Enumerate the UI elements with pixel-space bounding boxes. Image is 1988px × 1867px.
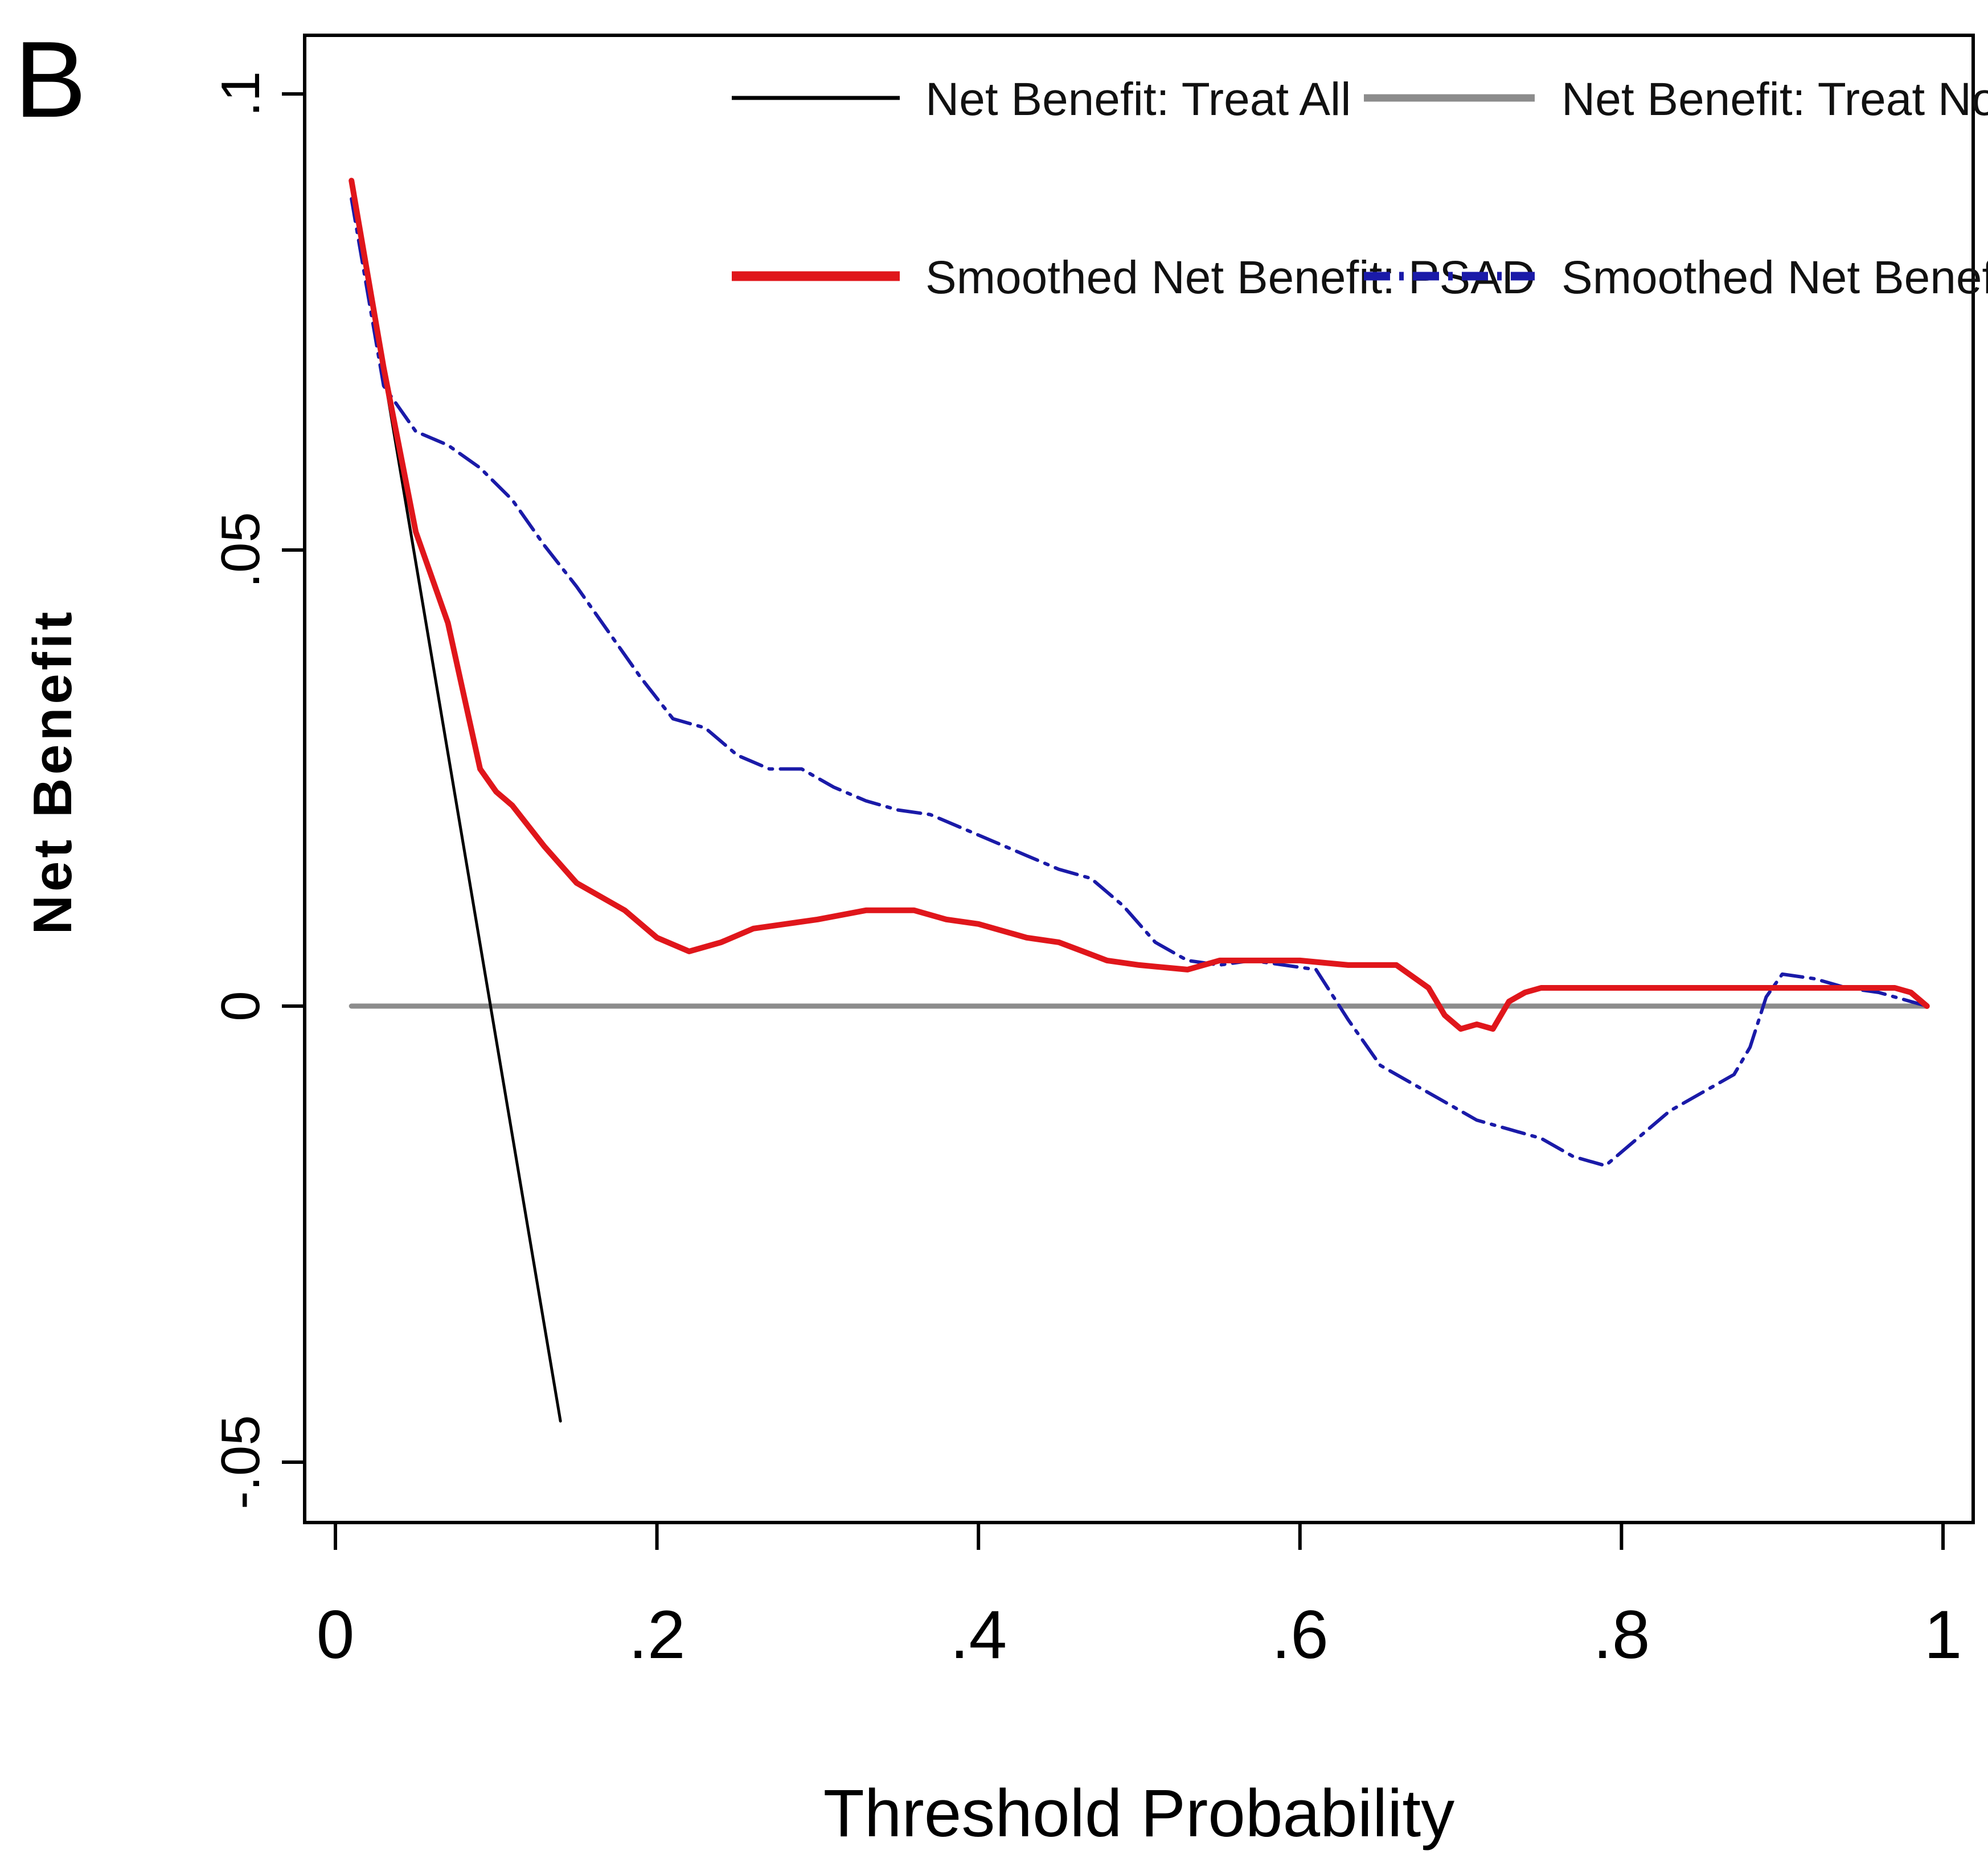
legend: Net Benefit: Treat All Net Benefit: Trea… — [732, 73, 1988, 303]
series-model-line — [350, 197, 1929, 1168]
x-axis-title: Threshold Probability — [823, 1776, 1454, 1851]
x-tick-label: .4 — [950, 1597, 1007, 1673]
legend-label-model: Smoothed Net Benefit: Model — [1561, 252, 1988, 303]
x-tick-label: .6 — [1272, 1597, 1329, 1673]
y-tick-label: 0 — [210, 991, 271, 1021]
x-axis: 0 .2 .4 .6 .8 1 — [317, 1521, 1962, 1673]
legend-label-treat-all: Net Benefit: Treat All — [925, 73, 1351, 125]
panel-label: B — [14, 19, 87, 140]
legend-label-treat-none: Net Benefit: Treat None — [1561, 73, 1988, 125]
legend-label-psad: Smoothed Net Benefit: PSAD — [925, 252, 1535, 303]
y-axis: -.05 0 .05 .1 — [210, 35, 306, 1523]
series-layer — [349, 178, 1930, 1423]
series-psad-line — [349, 178, 1930, 1032]
y-axis-title: Net Benefit — [22, 609, 83, 935]
y-tick-label: -.05 — [210, 1415, 271, 1509]
x-tick-label: .8 — [1593, 1597, 1650, 1673]
x-tick-label: 1 — [1924, 1597, 1962, 1673]
y-tick-label: .1 — [210, 71, 271, 117]
y-tick-label: .05 — [210, 512, 271, 588]
x-tick-label: 0 — [317, 1597, 355, 1673]
x-tick-label: .2 — [629, 1597, 686, 1673]
